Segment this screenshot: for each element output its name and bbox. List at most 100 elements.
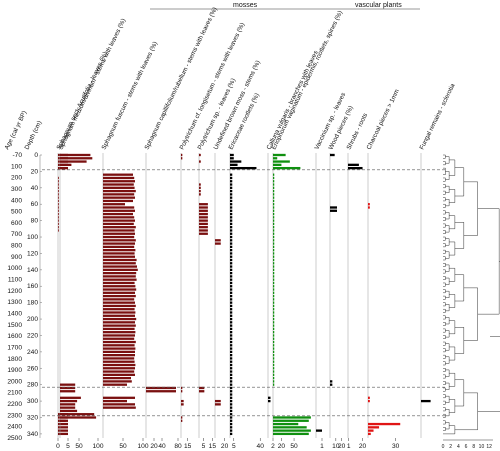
- dendrogram-link: [454, 392, 478, 431]
- bar: [199, 222, 208, 226]
- age-tick-label: 1200: [7, 288, 22, 295]
- age-tick-label: 1100: [8, 277, 23, 284]
- bar: [230, 367, 233, 370]
- bar: [330, 206, 337, 209]
- bar: [230, 232, 233, 235]
- bar: [103, 334, 135, 337]
- bar: [103, 337, 135, 340]
- dendrogram-link: [454, 167, 465, 197]
- bar: [273, 262, 275, 265]
- age-tick-label: 1800: [7, 356, 22, 363]
- bar: [273, 340, 275, 344]
- dendrogram-link: [443, 263, 446, 267]
- x-tick-label: 50: [119, 443, 127, 450]
- bar: [230, 337, 233, 340]
- bar: [60, 399, 78, 403]
- bar: [273, 249, 275, 252]
- dendrogram-link: [443, 236, 446, 241]
- bar: [273, 344, 275, 347]
- bar: [273, 294, 275, 298]
- bar: [103, 399, 127, 403]
- group-header: mosses: [233, 2, 258, 9]
- dendrogram-link: [443, 230, 446, 234]
- bar: [273, 245, 275, 249]
- bar: [103, 360, 135, 363]
- bar: [273, 291, 275, 294]
- bar: [230, 432, 233, 436]
- bar: [273, 416, 311, 419]
- bar: [58, 206, 59, 209]
- bar: [273, 426, 307, 429]
- bar: [230, 258, 233, 262]
- bar: [273, 229, 275, 232]
- bar: [103, 255, 135, 258]
- bar: [103, 406, 136, 409]
- dendrogram-link: [443, 328, 446, 333]
- bar: [230, 357, 233, 360]
- bar: [58, 193, 59, 196]
- dendrogram-link: [443, 203, 446, 208]
- bar: [58, 222, 59, 226]
- dendrogram-tick-label: 8: [472, 444, 475, 450]
- bar: [60, 406, 76, 409]
- x-tick-label: 15: [209, 443, 217, 450]
- dendrogram-link: [445, 199, 450, 207]
- bar: [230, 209, 233, 212]
- dendrogram-link: [454, 222, 465, 249]
- bar: [146, 386, 176, 390]
- series-label: Charcoal pieces > 1mm: [366, 88, 401, 151]
- bar: [103, 327, 135, 331]
- bar: [103, 271, 137, 275]
- bar: [103, 222, 134, 226]
- bar: [230, 403, 233, 406]
- bar: [330, 153, 335, 157]
- bar: [199, 229, 208, 232]
- depth-tick-label: 240: [27, 349, 38, 356]
- bar: [103, 186, 135, 189]
- x-tick-label: 80: [174, 443, 182, 450]
- bar: [181, 399, 184, 403]
- bar: [199, 186, 201, 189]
- dendrogram-link: [443, 269, 446, 274]
- bar: [199, 390, 205, 393]
- bar: [230, 262, 233, 265]
- bar: [273, 242, 275, 245]
- bar: [199, 386, 205, 390]
- bar: [60, 390, 76, 393]
- bar: [103, 373, 135, 376]
- bar: [330, 383, 333, 386]
- x-tick-label: 20: [359, 443, 367, 450]
- bar: [230, 153, 234, 157]
- bar: [199, 183, 201, 186]
- bar: [421, 399, 431, 403]
- dendrogram-link: [454, 379, 465, 407]
- dendrogram-link: [445, 330, 450, 338]
- dendrogram-link: [463, 181, 478, 236]
- bar: [368, 399, 370, 403]
- bar: [199, 206, 208, 209]
- bar: [230, 360, 233, 363]
- bar: [103, 380, 132, 383]
- dendrogram-tick-label: 6: [465, 444, 468, 450]
- bar: [103, 354, 135, 357]
- bar: [103, 340, 136, 344]
- bar: [273, 360, 275, 363]
- bar: [230, 189, 233, 193]
- dendrogram-link: [443, 368, 446, 372]
- dendrogram-link: [443, 335, 446, 339]
- dendrogram-link: [443, 387, 446, 392]
- bar: [199, 216, 208, 219]
- bar: [103, 367, 135, 370]
- depth-tick-label: 160: [27, 283, 38, 290]
- bar: [199, 226, 208, 229]
- bar: [230, 278, 233, 281]
- bar: [103, 298, 135, 301]
- x-tick-label: 50: [290, 443, 298, 450]
- bar: [230, 249, 233, 252]
- dendrogram-tick-label: 4: [457, 444, 460, 450]
- bar: [230, 301, 233, 304]
- bar: [103, 173, 133, 176]
- bar: [273, 324, 275, 327]
- bar: [273, 252, 275, 255]
- bar: [230, 422, 233, 426]
